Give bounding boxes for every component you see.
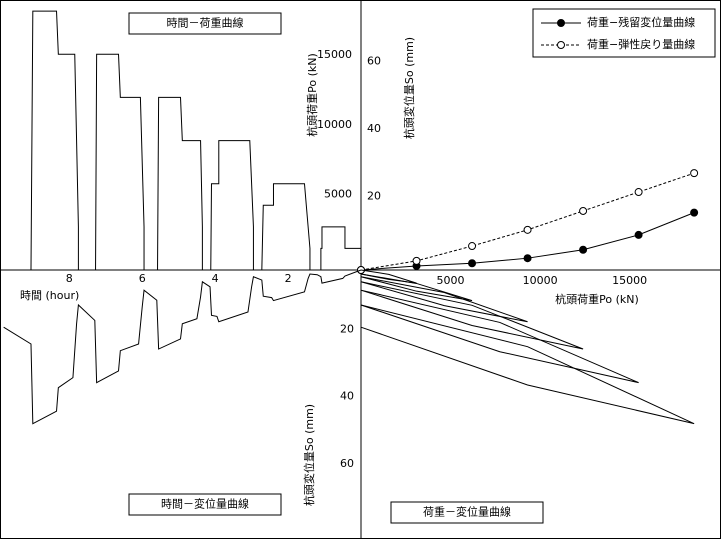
title-box: [390, 501, 544, 524]
marks: [3, 10, 699, 425]
legend-box: [532, 8, 716, 58]
y-tick-label: 60: [340, 457, 354, 470]
point: [523, 254, 532, 263]
title-box: [128, 12, 282, 35]
point: [690, 169, 699, 178]
y-tick-label: 20: [340, 322, 354, 335]
chart-title: 荷重－変位量曲線: [423, 505, 511, 519]
point: [579, 245, 588, 254]
point: [690, 208, 699, 217]
series-line: [360, 276, 528, 323]
legend-marker: [557, 41, 565, 49]
y-tick-label: 40: [367, 122, 381, 135]
title-box: [128, 493, 282, 516]
y-axis-label: 杭頭荷重Po (kN): [305, 53, 319, 137]
point: [634, 188, 643, 197]
y-axis-label: 杭頭変位量So (mm): [402, 37, 416, 139]
x-tick-label: 2: [285, 272, 292, 285]
point: [523, 225, 532, 234]
legend-label: 荷重−残留変位量曲線: [587, 15, 695, 29]
y-tick-label: 15000: [317, 48, 352, 61]
point: [634, 230, 643, 239]
y-axis-label: 杭頭変位量So (mm): [302, 404, 316, 506]
x-tick-label: 8: [66, 272, 73, 285]
x-tick-label: 5000: [437, 274, 465, 287]
x-tick-label: 6: [139, 272, 146, 285]
x-axis-label: 杭頭荷重Po (kN): [555, 292, 639, 306]
point: [468, 242, 477, 251]
chart-title: 時間－荷重曲線: [167, 16, 244, 30]
series-line: [360, 289, 639, 384]
y-tick-label: 5000: [324, 187, 352, 200]
labels: 2 4 6 8 5000 10000 15000 時間 (hour) 杭頭荷重Po (kN) 時間…: [20, 8, 716, 524]
legend-label: 荷重−弾性戻り量曲線: [587, 37, 695, 51]
x-tick-label: 10000: [523, 274, 558, 287]
series-line: [360, 304, 695, 425]
y-tick-label: 10000: [317, 118, 352, 131]
x-axis-label: 時間 (hour): [20, 289, 79, 302]
y-tick-label: 40: [340, 390, 354, 403]
x-tick-label: 4: [212, 272, 219, 285]
point: [579, 206, 588, 215]
series-line: [360, 281, 584, 350]
point: [468, 259, 477, 268]
point: [412, 256, 421, 265]
series-line: [3, 269, 362, 425]
y-tick-label: 20: [367, 190, 381, 203]
series-line: [3, 10, 362, 271]
x-tick-label: 15000: [612, 274, 647, 287]
y-tick-label: 60: [367, 55, 381, 68]
legend-marker: [557, 19, 565, 27]
series-line: [360, 273, 473, 302]
chart-title: 時間－変位量曲線: [161, 497, 249, 511]
